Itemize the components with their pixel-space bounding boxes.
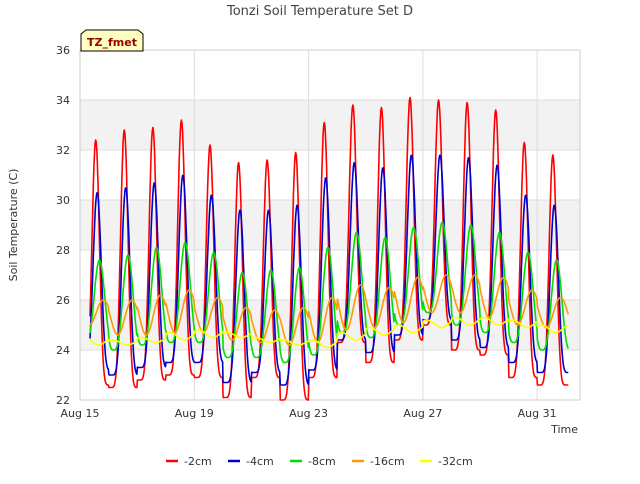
- legend-label: -8cm: [308, 455, 336, 468]
- legend-label: -2cm: [184, 455, 212, 468]
- chart-title: Tonzi Soil Temperature Set D: [226, 4, 413, 19]
- plot-frame: [79, 49, 581, 401]
- y-tick-label: 34: [56, 94, 70, 107]
- series-line-16cm: [89, 274, 570, 346]
- y-tick-label: 30: [56, 194, 70, 207]
- legend-label: -16cm: [370, 455, 405, 468]
- x-tick-label: Aug 27: [403, 407, 442, 420]
- y-tick-label: 32: [56, 144, 70, 157]
- x-tick-labels: Aug 15 Aug 19 Aug 23 Aug 27 Aug 31: [61, 407, 557, 420]
- y-tick-label: 24: [56, 344, 70, 357]
- y-tick-label: 22: [56, 394, 70, 407]
- shaded-band-2: [80, 100, 580, 150]
- series-line-32cm: [89, 316, 569, 349]
- series-line-8cm: [89, 221, 570, 364]
- legend-label: -4cm: [246, 455, 274, 468]
- legend-label: -32cm: [438, 455, 473, 468]
- y-tick-label: 28: [56, 244, 70, 257]
- y-tick-label: 26: [56, 294, 70, 307]
- series-line-4cm: [89, 154, 569, 386]
- series-lines: [89, 96, 570, 401]
- y-tick-label: 36: [56, 44, 70, 57]
- y-axis-label: Soil Temperature (C): [7, 169, 20, 282]
- annotation-box: TZ_fmet: [80, 29, 144, 52]
- series-line-2cm: [89, 96, 569, 401]
- y-tick-labels: 22 24 26 28 30 32 34 36: [56, 44, 70, 407]
- x-tick-label: Aug 23: [289, 407, 328, 420]
- x-tick-label: Aug 31: [518, 407, 557, 420]
- x-axis-label: Time: [550, 423, 578, 436]
- annotation-label: TZ_fmet: [87, 36, 137, 49]
- x-tick-label: Aug 15: [61, 407, 100, 420]
- legend: -2cm -4cm -8cm -16cm -32cm: [166, 455, 473, 468]
- annotation-tag-shape: [80, 29, 144, 52]
- x-tick-label: Aug 19: [175, 407, 214, 420]
